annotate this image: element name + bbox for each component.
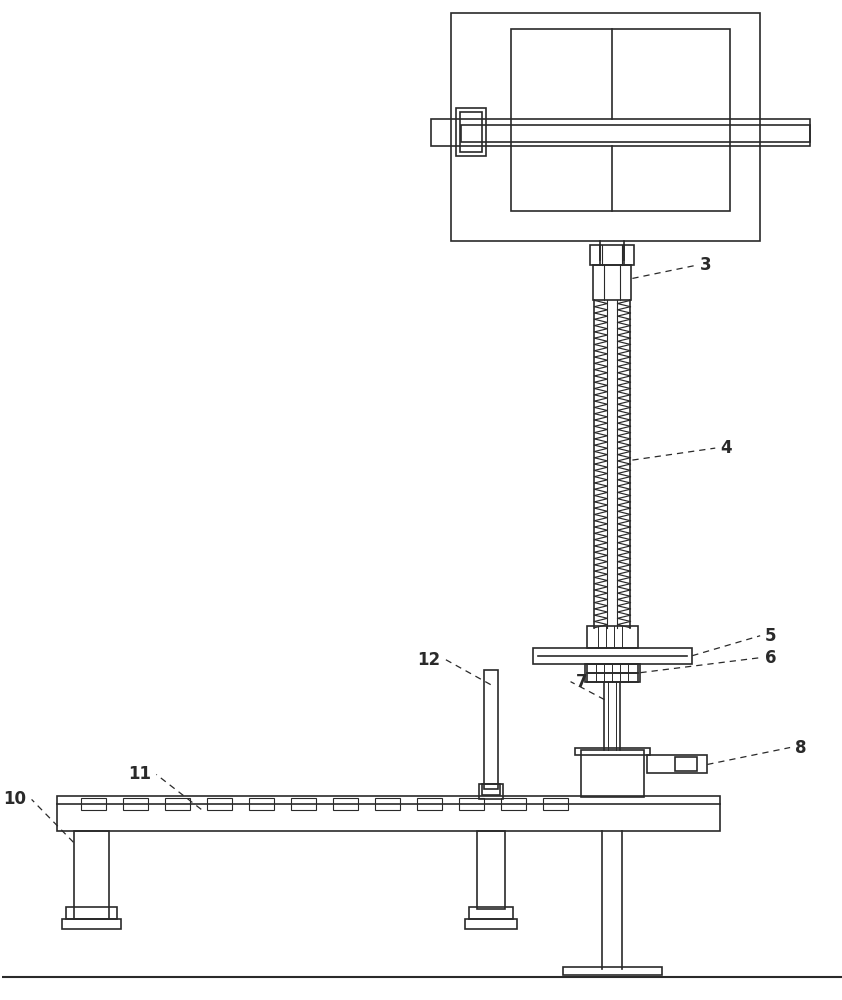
Bar (375, 798, 400, 810)
Bar (483, 670, 498, 789)
Bar (417, 798, 442, 810)
Text: 11: 11 (128, 765, 152, 783)
Text: 10: 10 (3, 790, 27, 808)
Text: 4: 4 (720, 439, 732, 457)
Bar (501, 798, 525, 810)
Bar (510, 29, 730, 211)
Bar (482, 784, 499, 795)
Bar (580, 750, 644, 797)
Bar (590, 245, 634, 265)
Bar (461, 125, 810, 142)
Bar (124, 798, 148, 810)
Bar (459, 798, 483, 810)
Bar (562, 967, 663, 975)
Bar (165, 798, 190, 810)
Bar (587, 626, 638, 648)
Bar (465, 919, 517, 929)
Bar (431, 119, 810, 146)
Bar (249, 798, 274, 810)
Bar (542, 798, 568, 810)
Text: 6: 6 (765, 649, 776, 667)
Bar (594, 265, 632, 300)
Text: 5: 5 (765, 627, 776, 645)
Text: 8: 8 (795, 739, 807, 757)
Bar (66, 907, 117, 919)
Bar (479, 784, 503, 799)
Bar (574, 748, 650, 755)
Bar (587, 664, 638, 673)
Bar (450, 13, 760, 241)
Bar (207, 798, 232, 810)
Bar (469, 907, 513, 919)
Text: 7: 7 (576, 673, 587, 691)
Bar (456, 108, 486, 156)
Bar (584, 664, 641, 682)
Bar (56, 796, 720, 831)
Bar (61, 919, 121, 929)
Bar (333, 798, 358, 810)
Bar (460, 112, 482, 152)
Text: 12: 12 (418, 651, 440, 669)
Bar (477, 831, 504, 909)
Bar (291, 798, 316, 810)
Bar (82, 798, 106, 810)
Bar (675, 757, 697, 771)
Bar (533, 648, 692, 664)
Bar (587, 673, 638, 682)
Text: 3: 3 (701, 256, 711, 274)
Bar (73, 831, 109, 919)
Bar (647, 755, 707, 773)
